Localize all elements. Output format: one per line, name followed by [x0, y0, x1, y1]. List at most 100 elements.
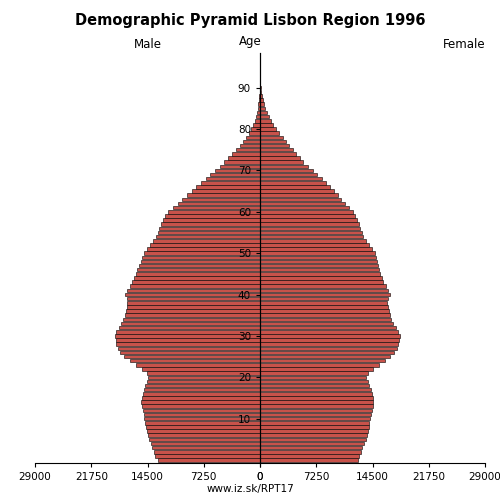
Bar	[150, 442, 260, 445]
Bar	[260, 152, 296, 156]
Bar	[260, 160, 304, 164]
Bar	[260, 123, 273, 126]
Bar	[163, 218, 260, 222]
Bar	[260, 284, 386, 288]
Bar	[260, 342, 398, 346]
Bar	[154, 450, 260, 454]
Bar	[206, 177, 260, 180]
Bar	[260, 305, 388, 308]
Bar	[145, 421, 260, 424]
Bar	[146, 430, 260, 433]
Bar	[260, 314, 390, 317]
Bar	[260, 388, 371, 392]
Bar	[260, 268, 378, 272]
Bar	[260, 384, 370, 388]
Bar	[260, 260, 377, 263]
Bar	[260, 173, 318, 176]
Bar	[260, 392, 372, 396]
Bar	[260, 404, 372, 408]
Bar	[224, 160, 260, 164]
Bar	[260, 140, 286, 143]
Bar	[258, 106, 260, 110]
Bar	[192, 190, 260, 193]
Bar	[260, 148, 292, 152]
Bar	[142, 400, 260, 404]
Bar	[260, 280, 384, 284]
Bar	[260, 417, 370, 420]
Bar	[196, 185, 260, 188]
Bar	[228, 156, 260, 160]
Bar	[119, 326, 260, 330]
Bar	[156, 454, 260, 458]
Bar	[260, 144, 290, 148]
Bar	[260, 128, 276, 131]
Bar	[260, 190, 334, 193]
Bar	[260, 396, 372, 400]
Bar	[136, 363, 260, 366]
Bar	[260, 106, 266, 110]
Bar	[243, 140, 260, 143]
Bar	[145, 384, 260, 388]
Bar	[260, 412, 371, 416]
Bar	[126, 297, 260, 300]
Bar	[260, 226, 360, 230]
Bar	[260, 276, 382, 280]
Bar	[246, 136, 260, 139]
Bar	[256, 115, 260, 118]
Bar	[260, 297, 388, 300]
Bar	[254, 119, 260, 122]
Bar	[260, 372, 368, 375]
Bar	[260, 164, 308, 168]
Bar	[201, 181, 260, 184]
Bar	[142, 367, 260, 371]
Bar	[138, 268, 260, 272]
Bar	[260, 363, 378, 366]
Bar	[260, 264, 378, 268]
Bar	[260, 330, 398, 334]
Bar	[260, 115, 268, 118]
Bar	[146, 425, 260, 428]
Bar	[153, 239, 260, 242]
Bar	[260, 408, 372, 412]
Bar	[125, 293, 260, 296]
Bar	[125, 314, 260, 317]
Bar	[260, 400, 374, 404]
Bar	[260, 346, 396, 350]
Bar	[116, 330, 260, 334]
Bar	[240, 144, 260, 148]
Bar	[260, 434, 367, 437]
Bar	[178, 202, 260, 205]
Bar	[260, 243, 368, 246]
Bar	[166, 214, 260, 218]
Bar	[260, 301, 387, 304]
Bar	[215, 168, 260, 172]
Bar	[121, 322, 260, 325]
Bar	[260, 198, 342, 201]
Bar	[260, 272, 380, 276]
Bar	[126, 310, 260, 313]
Bar	[146, 248, 260, 251]
Bar	[260, 438, 366, 441]
Bar	[260, 230, 362, 234]
Bar	[144, 388, 260, 392]
Bar	[260, 446, 362, 450]
Bar	[260, 214, 356, 218]
Bar	[260, 185, 330, 188]
Bar	[260, 206, 349, 210]
Bar	[260, 136, 283, 139]
Bar	[149, 438, 260, 441]
Bar	[260, 450, 361, 454]
Bar	[260, 222, 358, 226]
Bar	[142, 256, 260, 259]
Bar	[251, 128, 260, 131]
Bar	[260, 322, 394, 325]
Bar	[260, 168, 313, 172]
Bar	[258, 102, 260, 106]
Bar	[160, 222, 260, 226]
Bar	[260, 359, 385, 362]
Bar	[260, 86, 261, 90]
Bar	[260, 334, 400, 338]
Bar	[260, 458, 358, 462]
Bar	[136, 272, 260, 276]
Bar	[260, 248, 372, 251]
